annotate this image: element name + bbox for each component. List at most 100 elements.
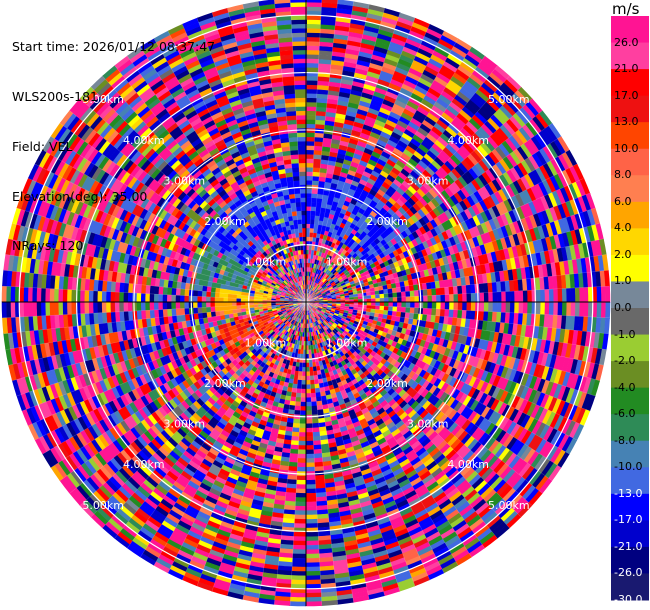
- range-gate: [305, 440, 314, 446]
- range-gate: [311, 405, 318, 411]
- range-gate: [356, 59, 371, 68]
- range-gate: [373, 45, 389, 55]
- range-gate: [372, 50, 388, 59]
- range-gate: [389, 41, 406, 51]
- range-gate: [306, 93, 318, 99]
- range-gate: [553, 288, 559, 303]
- range-gate: [496, 302, 502, 313]
- range-gate: [383, 58, 399, 68]
- range-gate: [470, 293, 476, 303]
- range-gate: [305, 492, 317, 498]
- range-gate: [289, 596, 306, 602]
- range-gate: [305, 466, 315, 472]
- range-gate: [352, 1, 371, 10]
- range-gate: [294, 510, 306, 516]
- range-gate: [305, 423, 313, 429]
- range-gate: [306, 10, 323, 16]
- range-gate: [453, 302, 459, 311]
- range-gate: [292, 540, 306, 546]
- range-gate: [318, 251, 323, 257]
- range-gate: [435, 308, 441, 317]
- range-gate: [322, 137, 333, 144]
- range-gate: [306, 232, 310, 237]
- range-gate: [574, 302, 580, 318]
- range-gate: [291, 549, 306, 555]
- range-gate: [311, 188, 319, 195]
- range-gate: [304, 596, 322, 602]
- range-gate: [330, 59, 345, 67]
- range-gate: [352, 5, 370, 14]
- range-gate: [410, 296, 415, 303]
- range-gate: [309, 289, 312, 295]
- range-gate: [313, 268, 317, 274]
- range-gate: [316, 106, 328, 113]
- range-gate: [398, 12, 417, 23]
- range-gate: [383, 293, 389, 299]
- range-gate: [544, 302, 550, 316]
- range-gate: [324, 249, 330, 255]
- range-gate: [312, 281, 316, 287]
- range-gate: [310, 276, 313, 282]
- range-gate: [381, 66, 396, 76]
- range-gate: [296, 475, 306, 481]
- range-gate: [321, 2, 339, 9]
- range-gate: [305, 531, 319, 537]
- range-gate: [361, 91, 374, 100]
- range-gate: [313, 250, 318, 256]
- range-gate: [312, 236, 317, 242]
- range-gate: [496, 291, 502, 303]
- range-gate: [470, 302, 476, 312]
- range-gate: [315, 211, 321, 217]
- range-gate: [331, 219, 338, 226]
- range-gate: [305, 575, 321, 581]
- range-gate: [431, 295, 437, 303]
- range-gate: [320, 252, 325, 258]
- range-gate: [457, 293, 463, 303]
- range-gate: [291, 553, 306, 559]
- range-gate: [308, 284, 310, 290]
- range-gate: [548, 302, 554, 316]
- range-gate: [310, 401, 317, 407]
- range-gate: [348, 165, 358, 173]
- range-gate: [325, 115, 336, 122]
- range-gate: [479, 292, 485, 303]
- range-gate: [449, 294, 454, 303]
- range-gate: [311, 193, 318, 199]
- range-gate: [431, 288, 437, 296]
- range-gate: [307, 262, 311, 268]
- range-gate: [305, 445, 314, 450]
- range-gate: [305, 501, 317, 507]
- range-gate: [327, 160, 337, 167]
- range-gate: [309, 379, 315, 385]
- range-gate: [292, 422, 300, 429]
- range-gate: [306, 284, 308, 290]
- range-gate: [317, 224, 323, 230]
- range-gate: [309, 227, 315, 233]
- range-gate: [366, 12, 384, 22]
- range-gate: [294, 497, 306, 503]
- range-gate: [332, 174, 341, 181]
- range-gate: [314, 263, 319, 269]
- range-gate: [306, 23, 322, 29]
- range-gate: [314, 219, 320, 225]
- range-gate: [488, 292, 494, 303]
- range-gate: [561, 288, 567, 303]
- range-gate: [325, 226, 331, 232]
- range-gate: [346, 106, 359, 114]
- range-gate: [306, 28, 322, 34]
- range-gate: [325, 177, 333, 184]
- range-gate: [314, 141, 324, 147]
- range-gate: [395, 20, 413, 31]
- range-gate: [363, 119, 376, 128]
- range-gate: [365, 115, 377, 124]
- range-gate: [306, 249, 309, 255]
- range-gate: [308, 289, 311, 294]
- range-gate: [300, 397, 306, 403]
- range-gate: [557, 288, 563, 303]
- range-gate: [367, 66, 383, 76]
- range-gate: [305, 566, 321, 572]
- range-gate: [320, 19, 337, 26]
- range-gate: [321, 198, 329, 205]
- range-gate: [318, 67, 332, 74]
- range-gate: [436, 294, 441, 303]
